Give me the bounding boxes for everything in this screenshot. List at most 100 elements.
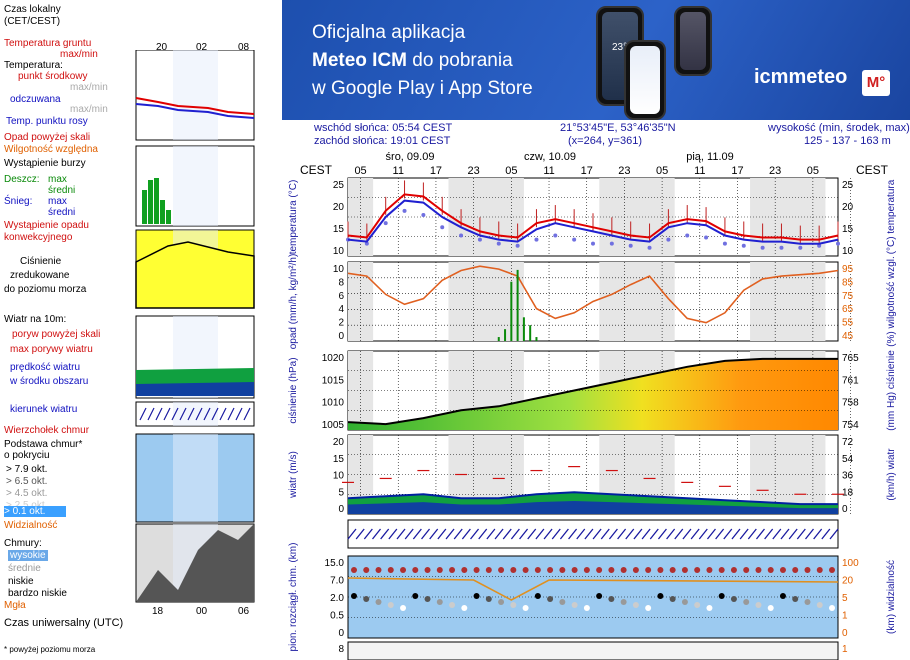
storm-label: Wystąpienie burzy — [4, 158, 86, 169]
cloud-base-dot-5 — [412, 593, 419, 599]
cloud-top-dot-29 — [706, 567, 713, 573]
wind-arrow-58 — [821, 528, 831, 540]
dew-point-2 — [383, 221, 388, 226]
cloud-base-dot-32 — [743, 599, 750, 605]
cloud-frame — [347, 555, 839, 639]
wind-arrow-43 — [698, 528, 708, 540]
press-tick-right-0: 765 — [842, 353, 859, 364]
clouds-frame — [347, 641, 839, 660]
time-header: śro, 09.09 czw, 10.09 pią, 11.09 CEST CEST 05… — [300, 151, 889, 177]
mini-arrow-2 — [155, 407, 163, 421]
mini-arrow-3 — [163, 407, 171, 421]
cloud-tick-left-4: 0 — [338, 628, 344, 639]
mini-highlight-0 — [173, 50, 218, 140]
cloud-top-dot-16 — [547, 567, 554, 573]
cloud-top-dot-33 — [755, 567, 762, 573]
feels-like-label: odczuwana — [10, 94, 61, 105]
precip-ylabel-right: (%) wilgotność wzgl. — [886, 256, 897, 347]
cloud-base-dot-4 — [400, 605, 407, 611]
phone-image-2 — [624, 40, 666, 120]
mini-feels-line — [135, 103, 255, 119]
phone-image-3 — [674, 6, 712, 76]
mini-arrow-7 — [195, 407, 203, 421]
mini-highlight-1 — [173, 146, 218, 226]
cloud-base-dot-0 — [351, 593, 357, 599]
mini-arrow-4 — [171, 407, 179, 421]
dew-point-25 — [817, 243, 822, 248]
precip-ylabel-left: opad (mm/h, kg/m²/h) — [288, 254, 299, 350]
snow-label: Śnieg: — [4, 196, 33, 207]
dew-point-18 — [685, 233, 690, 238]
wind-tick-right-2: 36 — [842, 471, 854, 482]
temp-ylabel-right: (°C) temperatura — [886, 179, 897, 254]
very-low-clouds-label: bardzo niskie — [8, 588, 67, 599]
mini-arrow-9 — [211, 407, 219, 421]
feels-like-line — [347, 199, 839, 245]
cloud-top-dot-15 — [534, 567, 541, 573]
cloud-top-dot-20 — [596, 567, 603, 573]
rain-max-label: max — [48, 174, 67, 185]
wind-ylabel-right: (km/h) wiatr — [886, 448, 897, 501]
midpoint-label: punkt środkowy — [18, 71, 88, 82]
wind-arrow-53 — [780, 528, 790, 540]
pressure-label: Ciśnienie — [20, 256, 62, 267]
wind-arrow-41 — [682, 528, 692, 540]
mini-rain-1 — [148, 180, 153, 224]
cloud-base-dot-39 — [829, 605, 835, 611]
convective-label: Wystąpienie opadu — [4, 220, 89, 231]
hour-tick-3: 23 — [468, 165, 480, 177]
cloud-tick-right-0: 100 — [842, 558, 859, 569]
soil-temp-range: max/min — [60, 49, 98, 60]
cloud-tick-left-3: 0.5 — [330, 611, 344, 622]
rain-bar-4 — [522, 317, 525, 341]
wind-tick-left-3: 5 — [338, 487, 344, 498]
temp-tick-left-0: 25 — [333, 180, 345, 191]
rain-bar-5 — [529, 325, 532, 341]
snow-max-label: max — [48, 196, 67, 207]
temp-tick-right-2: 15 — [842, 224, 854, 235]
cloud-base-dot-18 — [571, 602, 578, 608]
wind-fill-inner — [348, 500, 838, 514]
mini-highlight-5 — [173, 434, 218, 522]
bottom-tick-2: 00 — [196, 606, 208, 617]
cloud-top-dot-34 — [767, 567, 774, 573]
cloud-top-dot-6 — [424, 567, 431, 573]
wind-arrow-2 — [363, 528, 373, 540]
temp-tick-right-1: 20 — [842, 202, 854, 213]
cloud-top-dot-18 — [571, 567, 578, 573]
cloud-top-dot-9 — [461, 567, 468, 573]
icmmeteo-logo: icmmeteo — [754, 66, 848, 88]
wind-direction-label: kierunek wiatru — [10, 404, 78, 415]
rain-label: Deszcz: — [4, 174, 40, 185]
wind-tick-right-0: 72 — [842, 437, 854, 448]
footnote: * powyżej poziomu morza — [4, 645, 96, 654]
cloud-top-dot-28 — [694, 567, 701, 573]
wind-arrow-29 — [584, 528, 594, 540]
cloud-top-dot-8 — [449, 567, 456, 573]
mini-rain-4 — [166, 210, 171, 224]
mid-clouds-label: średnie — [8, 563, 41, 574]
humidity-label: Wilgotność względna — [4, 144, 98, 155]
dew-point-19 — [704, 235, 709, 240]
cloud-base-dot-38 — [816, 602, 823, 608]
precip-tick-left-0: 10 — [333, 264, 345, 275]
wind-arrow-5 — [388, 528, 398, 540]
wind-arrow-57 — [813, 528, 823, 540]
dew-point-10 — [534, 237, 539, 242]
cloud-top-dot-10 — [473, 567, 480, 573]
cloud-top-dot-31 — [730, 567, 737, 573]
clouds-tick-right: 1 — [842, 644, 848, 655]
pressure-label-2: zredukowane — [10, 270, 70, 281]
temp-tick-right-0: 25 — [842, 180, 854, 191]
cloud-top-dot-17 — [559, 567, 566, 573]
mini-wind-inner — [136, 382, 254, 396]
legend-mini-charts — [135, 50, 255, 603]
local-time-zone: (CET/CEST) — [4, 16, 61, 27]
precip-tick-right-0: 95 — [842, 264, 854, 275]
dew-point-26 — [836, 241, 840, 246]
dew-point-23 — [779, 245, 784, 250]
okt-25-label: > 2.5 okt. — [6, 500, 47, 511]
app-banner[interactable]: Oficjalna aplikacja Meteo ICM do pobrani… — [282, 0, 910, 120]
